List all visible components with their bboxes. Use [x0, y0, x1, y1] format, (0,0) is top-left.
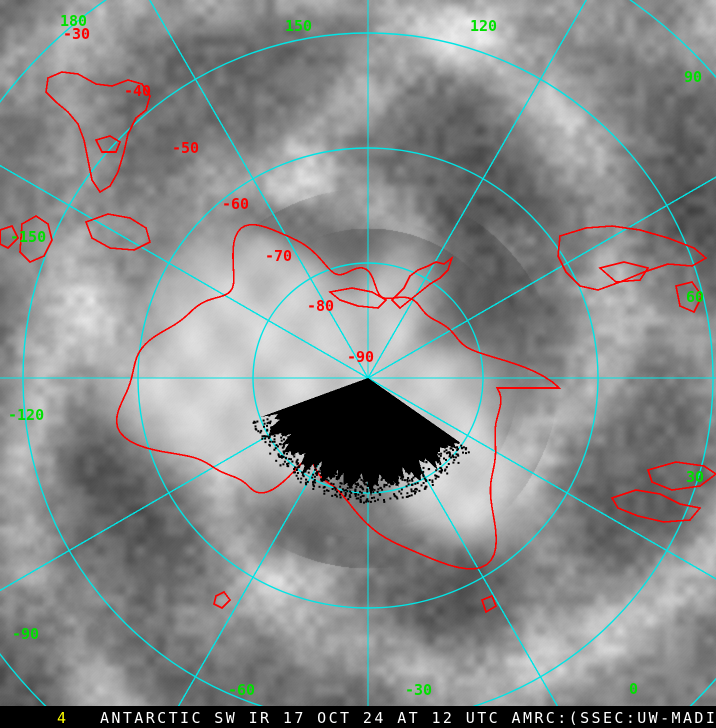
longitude-label: 180 — [60, 12, 88, 30]
longitude-label: 0 — [629, 680, 639, 698]
longitude-label: 150 — [285, 17, 313, 35]
latitude-label: -80 — [307, 297, 335, 315]
latitude-label: -30 — [63, 25, 91, 43]
longitude-label: -90 — [12, 625, 40, 643]
longitude-label: -150 — [10, 228, 47, 246]
longitude-label: 30 — [686, 468, 705, 486]
latitude-label: -60 — [222, 195, 250, 213]
longitude-label: 120 — [470, 17, 498, 35]
longitude-label: -30 — [405, 681, 433, 699]
latitude-label: -70 — [265, 247, 293, 265]
latitude-label: -50 — [172, 139, 200, 157]
longitude-label: -120 — [8, 406, 45, 424]
longitude-label: -60 — [228, 681, 256, 699]
caption-bar: 4 ANTARCTIC SW IR 17 OCT 24 AT 12 UTC AM… — [0, 706, 716, 728]
latitude-label: -90 — [347, 348, 375, 366]
latitude-label: -40 — [124, 82, 152, 100]
coastline — [0, 71, 716, 614]
data-gap-wedge — [252, 378, 470, 504]
caption-text: ANTARCTIC SW IR 17 OCT 24 AT 12 UTC AMRC… — [100, 709, 716, 727]
corner-mark: 4 — [57, 709, 67, 727]
longitude-label: 60 — [686, 288, 705, 306]
longitude-label: 90 — [684, 68, 703, 86]
